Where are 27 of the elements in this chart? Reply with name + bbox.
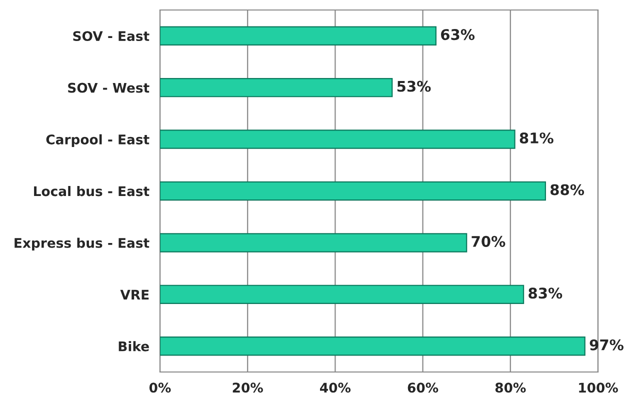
y-tick-label: Bike [118, 341, 149, 352]
bar [160, 233, 468, 252]
bar [160, 336, 586, 356]
bar [160, 181, 546, 201]
data-label: 70% [472, 236, 506, 247]
y-tick-label: VRE [120, 290, 149, 300]
y-tick-label: SOV - West [68, 82, 150, 93]
x-tick-label: 60% [408, 382, 438, 393]
x-tick-label: 80% [495, 382, 526, 393]
data-label: 88% [550, 184, 584, 196]
data-label: 83% [528, 288, 562, 299]
x-tick-label: 40% [320, 382, 351, 393]
bar [160, 284, 524, 304]
bar [160, 26, 436, 46]
y-tick-label: Express bus - East [14, 238, 150, 250]
x-tick-label: 100% [579, 382, 618, 393]
data-label: 81% [520, 132, 554, 144]
x-tick-label: 20% [232, 382, 263, 393]
data-label: 63% [441, 29, 475, 40]
y-tick-label: Carpool - East [46, 134, 150, 148]
bar [160, 130, 516, 149]
y-tick-label: SOV - East [73, 31, 150, 42]
data-label: 53% [397, 80, 431, 92]
y-tick-label: Local bus - East [34, 186, 150, 196]
x-tick-label: 0% [149, 382, 171, 393]
bar [160, 78, 393, 98]
data-label: 97% [590, 339, 624, 350]
